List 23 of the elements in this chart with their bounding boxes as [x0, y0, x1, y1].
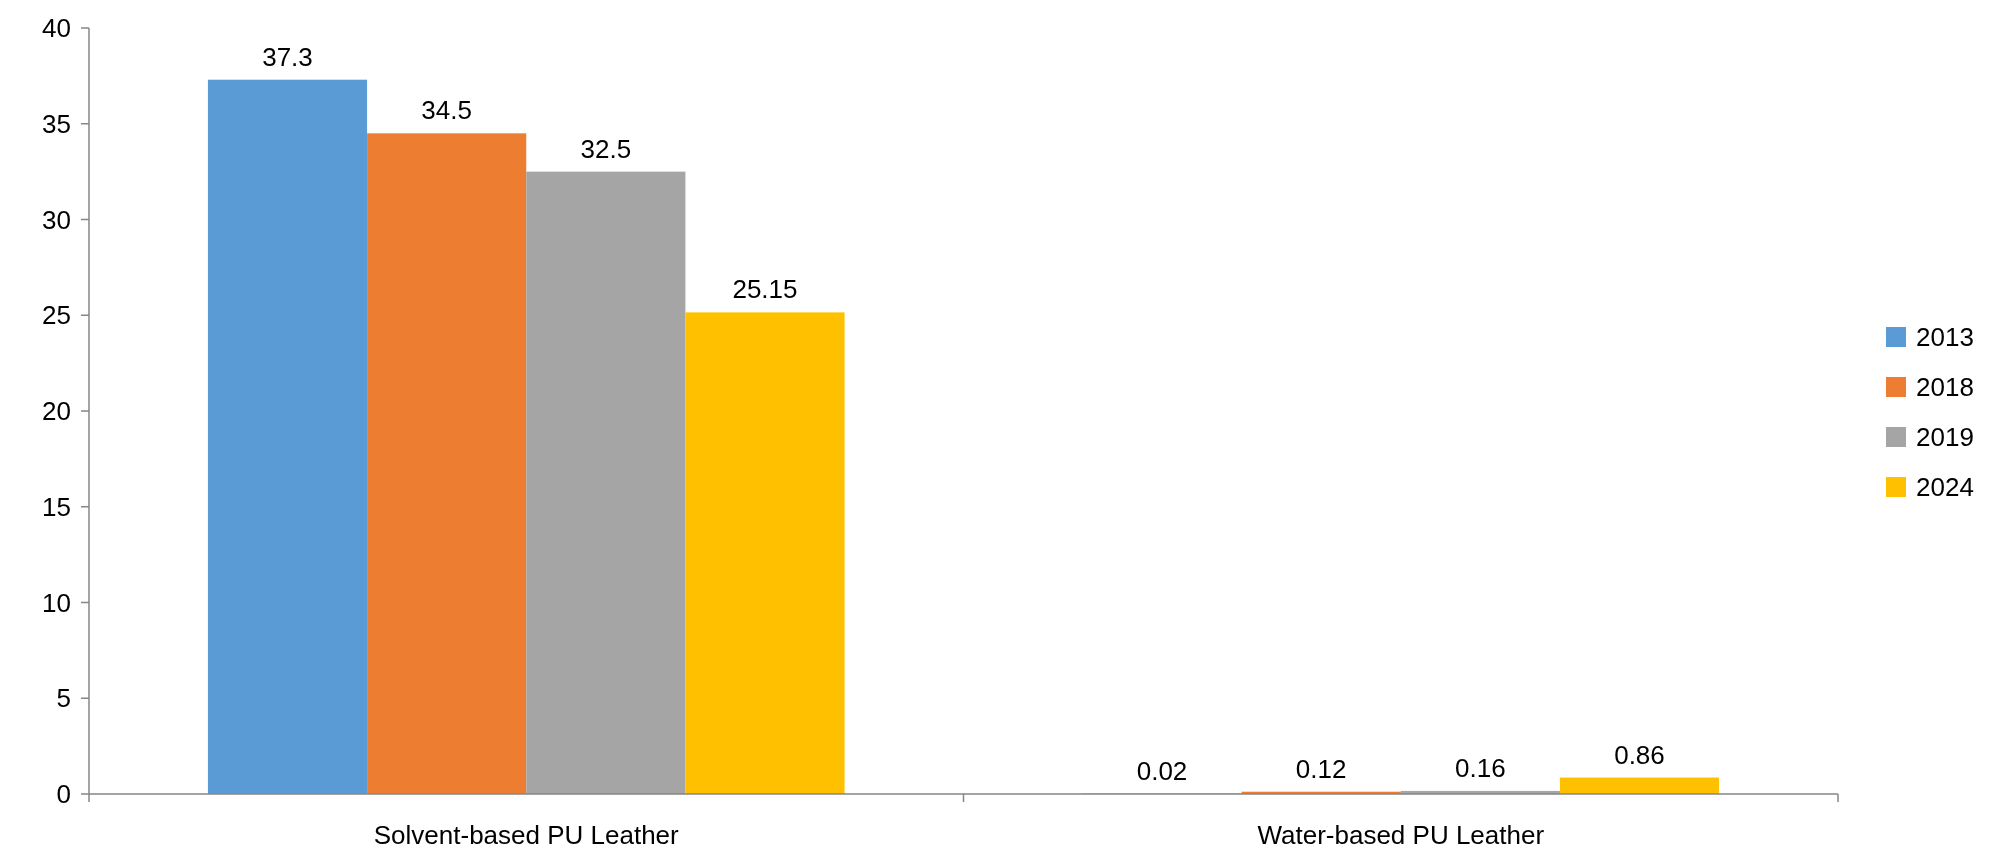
y-tick-label: 5 — [56, 683, 71, 714]
data-label: 0.02 — [1136, 755, 1188, 786]
y-tick-label: 10 — [42, 587, 71, 618]
x-tick-label: Solvent-based PU Leather — [373, 820, 680, 850]
legend-label: 2019 — [1916, 422, 1974, 453]
data-label: 0.86 — [1614, 739, 1665, 770]
legend-label: 2013 — [1916, 322, 1974, 353]
data-label: 0.16 — [1455, 752, 1506, 783]
data-label: 34.5 — [421, 95, 472, 126]
data-label: 37.3 — [262, 41, 313, 72]
data-label: 32.5 — [580, 133, 632, 164]
y-tick-label: 0 — [56, 779, 71, 810]
legend-label: 2024 — [1916, 472, 1974, 503]
data-label: 0.12 — [1295, 753, 1347, 784]
legend-label: 2018 — [1916, 372, 1974, 403]
y-tick-label: 15 — [42, 491, 71, 522]
x-tick-label: Water-based PU Leather — [1257, 820, 1545, 850]
y-tick-label: 25 — [42, 300, 71, 331]
data-label: 25.15 — [732, 274, 798, 305]
y-tick-label: 40 — [42, 13, 71, 44]
y-tick-label: 20 — [42, 396, 71, 427]
y-tick-label: 30 — [42, 204, 71, 235]
y-tick-label: 35 — [42, 108, 71, 139]
